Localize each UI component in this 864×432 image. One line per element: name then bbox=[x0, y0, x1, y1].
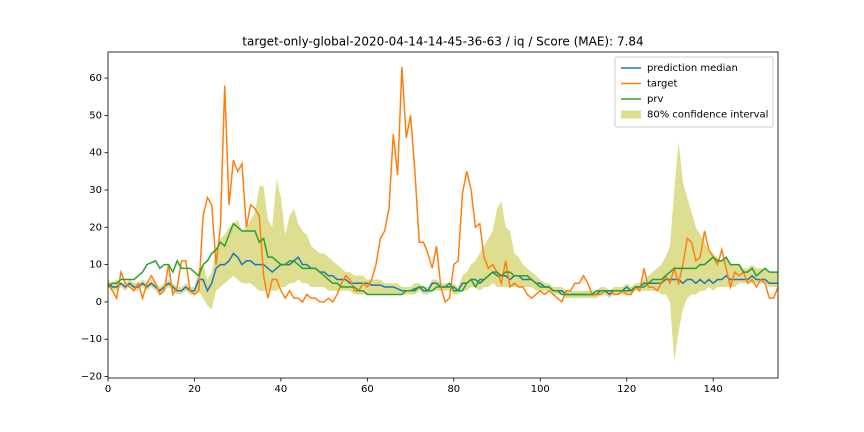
y-tick-label: 20 bbox=[89, 222, 102, 233]
y-tick-label: 50 bbox=[89, 110, 102, 121]
y-tick-label: 0 bbox=[96, 297, 102, 308]
y-tick-label: 60 bbox=[89, 73, 102, 84]
x-tick-label: 40 bbox=[275, 384, 288, 395]
line bbox=[108, 222, 778, 296]
legend-label: prediction median bbox=[647, 63, 738, 74]
y-tick-label: 10 bbox=[89, 260, 102, 271]
x-tick-label: 20 bbox=[188, 384, 201, 395]
axes-frame bbox=[107, 51, 779, 379]
y-tick-label: −20 bbox=[81, 372, 102, 383]
x-tick-label: 0 bbox=[105, 384, 111, 395]
series-layer bbox=[108, 66, 778, 362]
legend-label: 80% confidence interval bbox=[647, 110, 768, 121]
chart-title: target-only-global-2020-04-14-14-45-36-6… bbox=[242, 35, 643, 49]
x-tick-label: 140 bbox=[704, 384, 723, 395]
y-tick-label: −10 bbox=[81, 334, 102, 345]
legend-label: prv bbox=[647, 94, 663, 105]
line bbox=[108, 66, 778, 304]
y-tick-label: 40 bbox=[89, 148, 102, 159]
legend-box bbox=[614, 56, 774, 128]
x-tick-label: 80 bbox=[447, 384, 460, 395]
legend-label: target bbox=[647, 79, 677, 90]
x-tick-label: 120 bbox=[617, 384, 636, 395]
x-tick-label: 60 bbox=[361, 384, 374, 395]
legend-swatch bbox=[621, 110, 641, 119]
x-tick-label: 100 bbox=[531, 384, 550, 395]
y-tick-label: 30 bbox=[89, 185, 102, 196]
confidence-band bbox=[108, 141, 778, 362]
